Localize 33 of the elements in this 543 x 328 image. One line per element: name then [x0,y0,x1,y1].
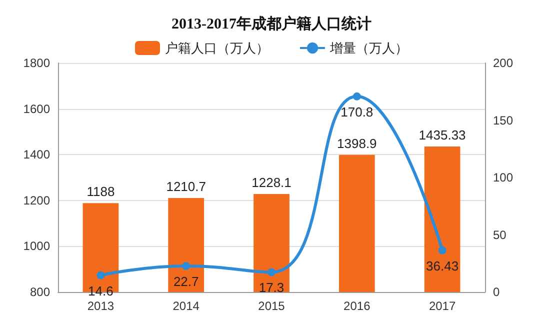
data-label: 1210.7 [166,178,206,194]
y2-tick-label: 200 [493,56,514,70]
y-tick-label: 1600 [23,102,50,116]
point [438,246,446,254]
data-label: 1188 [86,184,115,200]
point [352,92,361,100]
data-label: 17.3 [258,280,284,296]
y-tick-label: 800 [30,285,50,299]
x-tick-label: 2015 [258,299,286,313]
data-label: 1435.33 [418,128,466,143]
x-tick-label: 2014 [172,299,200,313]
data-label: 1228.1 [252,174,292,190]
point [96,271,105,280]
y2-tick-label: 100 [493,170,514,184]
y2-tick-label: 150 [493,113,514,128]
chart-title: 2013-2017年成都户籍人口统计 [172,14,372,32]
data-label: 22.7 [173,274,199,290]
point [268,268,276,276]
point [182,262,190,270]
data-label: 1398.9 [337,136,377,151]
x-tick-label: 2017 [428,299,456,313]
data-label: 36.43 [426,258,459,274]
y2-tick-label: 0 [493,285,500,299]
x-tick-label: 2016 [344,299,371,313]
data-label: 170.8 [340,104,374,120]
y-tick-label: 1400 [23,148,50,162]
y-tick-label: 1000 [23,239,50,254]
y2-tick-label: 50 [493,228,507,242]
y-tick-label: 1800 [23,56,50,70]
legend-label: 增量（万人） [329,40,408,56]
y-tick-label: 1200 [23,193,50,208]
x-tick-label: 2013 [87,299,114,313]
legend-label: 户籍人口（万人） [165,40,269,56]
